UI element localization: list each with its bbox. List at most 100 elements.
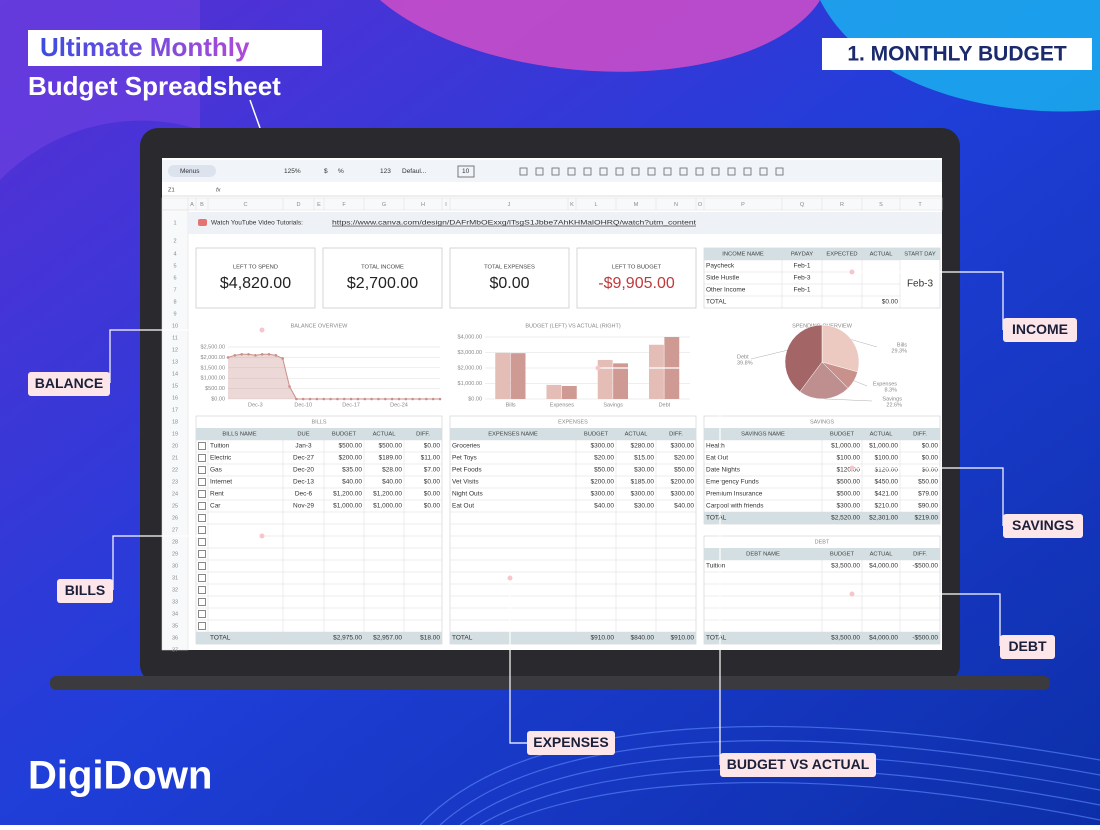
- total-cell: $910.00: [671, 635, 695, 642]
- row-number: 9: [173, 311, 176, 317]
- point: [226, 356, 230, 359]
- cell: $100.00: [837, 455, 861, 462]
- card-value: $4,820.00: [220, 275, 291, 292]
- table-title: DEBT: [815, 539, 830, 545]
- cell: $20.00: [674, 455, 694, 462]
- row-number: 15: [172, 383, 178, 389]
- cell: Dec-6: [295, 491, 313, 498]
- checkbox: [198, 514, 206, 522]
- point: [260, 352, 264, 356]
- header-cell: DIFF.: [913, 552, 927, 558]
- cell: Feb-1: [794, 287, 811, 294]
- cell: $280.00: [631, 443, 655, 450]
- checkbox: [198, 478, 206, 486]
- row-number: 7: [173, 287, 176, 293]
- card-value: $2,700.00: [347, 275, 418, 292]
- area-fill: [228, 354, 440, 399]
- cell: $210.00: [875, 503, 899, 510]
- col-letter: C: [244, 202, 248, 208]
- y-tick-label: $3,000.00: [458, 350, 482, 356]
- cell: $20.00: [594, 455, 614, 462]
- title: Ultimate Monthly: [40, 32, 250, 62]
- point: [247, 352, 250, 356]
- point: [356, 397, 360, 401]
- bar: [546, 384, 562, 399]
- cell: Tuition: [706, 563, 726, 570]
- cell: $30.00: [634, 467, 654, 474]
- toolbar-icon: [727, 167, 736, 176]
- header-cell: ACTUAL: [870, 432, 894, 438]
- x-tick-label: Dec-3: [248, 402, 263, 408]
- cell: $15.00: [634, 455, 654, 462]
- pie-value: 8.3%: [884, 387, 897, 393]
- connector-dot: [849, 591, 855, 597]
- callout-label: EXPENSES: [533, 734, 608, 750]
- toolbar-item: 10: [462, 168, 470, 175]
- callout-label: BUDGET VS ACTUAL: [727, 756, 870, 772]
- row-number: 33: [172, 599, 178, 605]
- col-letter: D: [297, 202, 301, 208]
- row-number: 2: [173, 238, 176, 244]
- point: [363, 397, 367, 401]
- subtitle: Budget Spreadsheet: [28, 71, 281, 101]
- toolbar-item: Defaul...: [402, 168, 426, 175]
- row-number: 11: [172, 335, 178, 341]
- row-number: 37: [172, 647, 178, 653]
- point: [438, 397, 442, 401]
- toolbar-icon: [551, 167, 560, 176]
- point: [315, 397, 319, 401]
- font-size-box: [457, 165, 475, 178]
- callout-label: SAVINGS: [1012, 517, 1074, 533]
- cell: Date Nights: [706, 467, 741, 474]
- col-header-bar: [161, 197, 943, 211]
- start-day: Feb-3: [907, 279, 934, 290]
- pie-label: Savings: [882, 396, 902, 402]
- connector: [109, 329, 262, 383]
- point: [322, 397, 326, 401]
- total-cell: $18.00: [420, 635, 440, 642]
- header-cell: INCOME NAME: [722, 252, 764, 258]
- pie-label: Bills: [897, 342, 907, 348]
- cell: Nov-29: [293, 503, 314, 510]
- header-cell: PAYDAY: [791, 252, 813, 258]
- point: [397, 397, 401, 401]
- pie-slice: [784, 324, 823, 393]
- col-letter: F: [342, 202, 346, 208]
- toolbar-icon: [775, 167, 784, 176]
- checkbox: [198, 550, 206, 558]
- connector-dot: [259, 327, 265, 333]
- point: [308, 397, 312, 401]
- cell: $450.00: [875, 479, 899, 486]
- header-cell: DEBT NAME: [746, 552, 780, 558]
- total-cell: TOTAL: [452, 635, 473, 642]
- y-tick-label: $1,000.00: [201, 376, 225, 382]
- checkbox: [198, 526, 206, 534]
- cell: Gas: [210, 467, 223, 474]
- cell: $79.00: [918, 491, 938, 498]
- connector-dot: [849, 465, 855, 471]
- row-number: 5: [173, 263, 176, 269]
- card-label: TOTAL INCOME: [361, 265, 404, 271]
- toolbar-icon: [583, 167, 592, 176]
- cell: Pet Toys: [452, 455, 478, 462]
- x-tick-label: Debt: [659, 402, 671, 408]
- header-cell: EXPECTED: [826, 252, 857, 258]
- header-cell: START DAY: [904, 252, 936, 258]
- cell: $30.00: [634, 503, 654, 510]
- cell: $90.00: [918, 503, 938, 510]
- toolbar-icon: [711, 167, 720, 176]
- header-cell: ACTUAL: [870, 552, 894, 558]
- point: [254, 354, 257, 357]
- row-number: 1: [173, 220, 176, 226]
- callout-box: [527, 731, 615, 755]
- total-cell: TOTAL: [706, 299, 727, 306]
- toolbar-icon: [759, 167, 768, 176]
- card: [576, 247, 697, 309]
- checkbox: [198, 490, 206, 498]
- total-cell: TOTAL: [706, 515, 727, 522]
- header-cell: DIFF.: [913, 432, 927, 438]
- cell: $189.00: [379, 455, 403, 462]
- toolbar-item: $: [324, 168, 328, 175]
- chart-title: BUDGET (LEFT) VS ACTUAL (RIGHT): [525, 323, 621, 329]
